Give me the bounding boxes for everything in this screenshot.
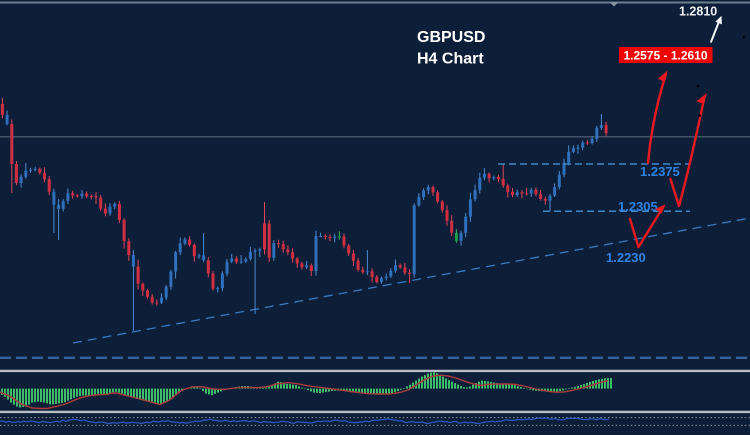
svg-text:1.2305: 1.2305 xyxy=(618,199,658,214)
svg-text:1.2230: 1.2230 xyxy=(606,250,646,265)
svg-text:1.2575 - 1.2610: 1.2575 - 1.2610 xyxy=(623,49,707,63)
svg-text:1.2375: 1.2375 xyxy=(640,164,680,179)
svg-text:GBPUSD: GBPUSD xyxy=(417,29,485,46)
svg-text:1.2810: 1.2810 xyxy=(679,5,717,19)
svg-text:H4 Chart: H4 Chart xyxy=(417,51,484,68)
